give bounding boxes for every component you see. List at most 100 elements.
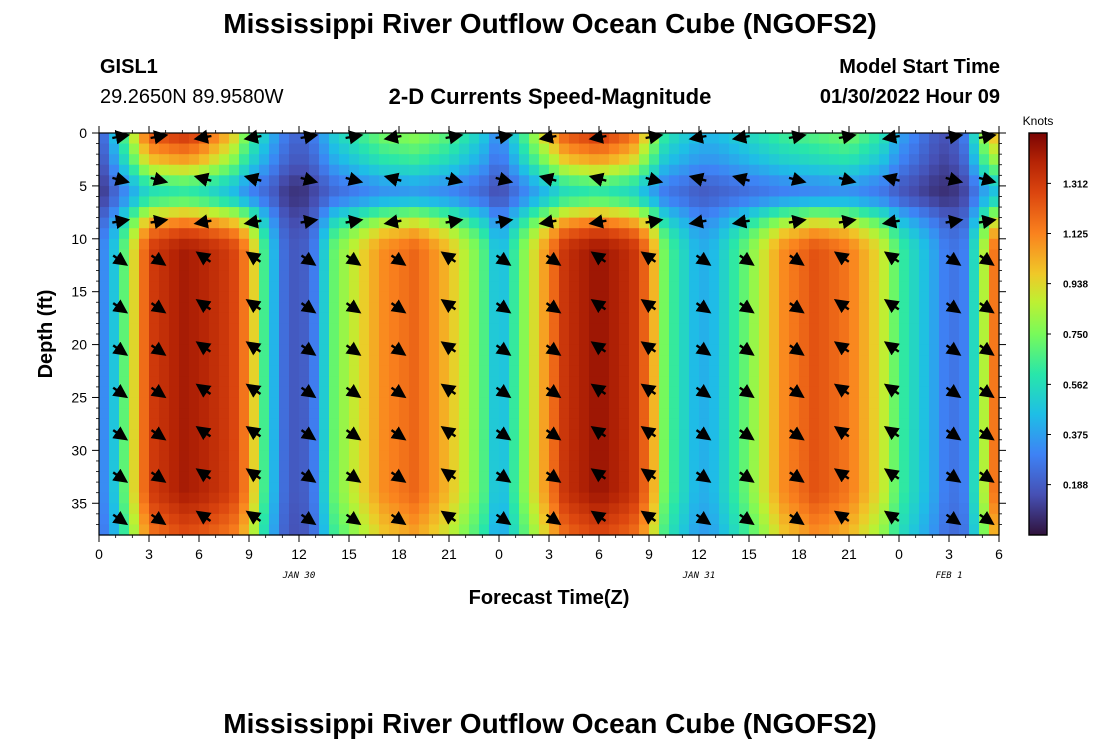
heat-cell bbox=[909, 281, 920, 293]
heat-cell bbox=[789, 281, 800, 293]
heat-cell bbox=[489, 228, 500, 240]
heat-cell bbox=[529, 143, 540, 155]
heat-cell bbox=[559, 365, 570, 377]
heat-cell bbox=[949, 312, 960, 325]
heat-cell bbox=[499, 281, 510, 293]
heat-cell bbox=[639, 365, 650, 377]
heat-cell bbox=[189, 365, 200, 377]
heat-cell bbox=[379, 259, 390, 272]
heat-cell bbox=[369, 270, 380, 282]
heat-cell bbox=[579, 450, 590, 462]
heat-cell bbox=[99, 450, 110, 462]
heat-cell bbox=[179, 524, 190, 536]
heat-cell bbox=[279, 302, 290, 314]
heat-cell bbox=[449, 460, 460, 473]
heat-cell bbox=[829, 450, 840, 462]
heat-cell bbox=[659, 482, 670, 494]
heat-cell bbox=[409, 270, 420, 282]
heat-cell bbox=[719, 217, 730, 229]
heat-cell bbox=[779, 334, 790, 346]
heat-cell bbox=[269, 397, 280, 409]
heat-cell bbox=[469, 418, 480, 430]
heat-cell bbox=[899, 450, 910, 462]
heat-cell bbox=[519, 154, 530, 166]
heat-cell bbox=[219, 524, 230, 536]
heat-cell bbox=[289, 429, 300, 441]
current-vector-arrow bbox=[645, 171, 664, 186]
heat-cell bbox=[269, 185, 280, 198]
heat-cell bbox=[749, 460, 760, 473]
heat-cell bbox=[699, 185, 710, 198]
heat-cell bbox=[609, 524, 620, 536]
current-vector-arrow bbox=[445, 171, 464, 186]
heat-cell bbox=[519, 492, 530, 504]
heat-cell bbox=[939, 365, 950, 377]
heat-cell bbox=[189, 376, 200, 388]
heat-cell bbox=[409, 312, 420, 325]
heat-cell bbox=[679, 323, 690, 335]
heat-cell bbox=[139, 154, 150, 166]
heat-cell bbox=[969, 355, 980, 367]
heat-cell bbox=[859, 429, 870, 441]
heat-cell bbox=[519, 524, 530, 536]
heat-cell bbox=[379, 450, 390, 462]
heat-cell bbox=[219, 228, 230, 240]
heat-cell bbox=[279, 164, 290, 176]
heat-cell bbox=[459, 503, 470, 515]
heat-cell bbox=[529, 133, 540, 145]
heat-cell bbox=[659, 154, 670, 166]
current-vector-arrow bbox=[833, 510, 850, 525]
heat-cell bbox=[169, 397, 180, 409]
heat-cell bbox=[329, 312, 340, 325]
heat-cell bbox=[969, 376, 980, 388]
heat-cell bbox=[189, 397, 200, 409]
heat-cell bbox=[629, 344, 640, 356]
heat-cell bbox=[919, 460, 930, 473]
heat-cell bbox=[769, 471, 780, 483]
heat-cell bbox=[209, 291, 220, 303]
current-vector-arrow bbox=[112, 171, 130, 186]
heat-cell bbox=[189, 196, 200, 208]
heat-cell bbox=[239, 238, 250, 250]
heat-cell bbox=[639, 312, 650, 325]
heat-cell bbox=[469, 302, 480, 314]
current-vector-arrow bbox=[695, 383, 712, 399]
heat-cell bbox=[959, 217, 970, 229]
heat-cell bbox=[279, 376, 290, 388]
heat-cell bbox=[499, 164, 510, 176]
heat-cell bbox=[479, 365, 490, 377]
heat-cell bbox=[939, 228, 950, 240]
heat-cell bbox=[499, 154, 510, 166]
heat-cell bbox=[119, 270, 130, 282]
heat-cell bbox=[379, 492, 390, 504]
heat-cell bbox=[469, 355, 480, 367]
heat-cell bbox=[879, 270, 890, 282]
heat-cell bbox=[949, 291, 960, 303]
heat-cell bbox=[699, 334, 710, 346]
heat-cell bbox=[229, 439, 240, 451]
current-vector-arrow bbox=[545, 383, 562, 399]
heat-cell bbox=[609, 312, 620, 325]
x-tick-label: 9 bbox=[645, 546, 653, 562]
heat-cell bbox=[489, 302, 500, 314]
heat-cell bbox=[289, 460, 300, 473]
heat-cell bbox=[519, 291, 530, 303]
heat-cell bbox=[979, 450, 990, 462]
heat-cell bbox=[489, 207, 500, 219]
heat-cell bbox=[149, 217, 160, 229]
heat-cell bbox=[659, 259, 670, 272]
heat-cell bbox=[919, 133, 930, 145]
heat-cell bbox=[99, 408, 110, 420]
heat-cell bbox=[839, 492, 850, 504]
heat-cell bbox=[139, 302, 150, 314]
heat-cell bbox=[299, 185, 310, 198]
heat-cell bbox=[769, 513, 780, 526]
heat-cell bbox=[609, 217, 620, 229]
heat-cell bbox=[579, 143, 590, 155]
heat-cell bbox=[259, 344, 270, 356]
heat-cell bbox=[419, 185, 430, 198]
heat-cell bbox=[169, 460, 180, 473]
heat-cell bbox=[169, 408, 180, 420]
heat-cell bbox=[869, 196, 880, 208]
heat-cell bbox=[349, 238, 360, 250]
